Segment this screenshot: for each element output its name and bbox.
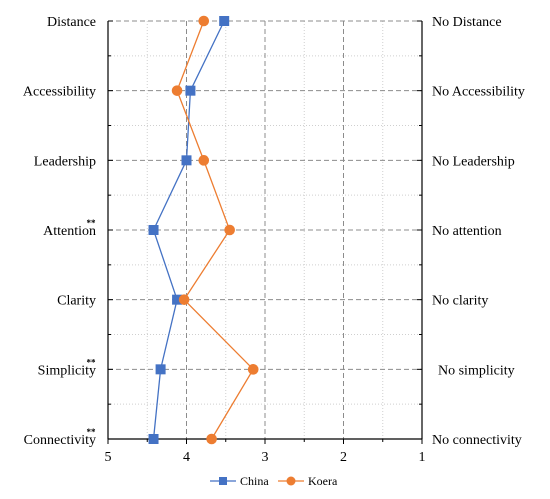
right-label-4: No clarity bbox=[432, 294, 488, 309]
x-tick-labels: 5 4 3 2 1 bbox=[105, 450, 426, 465]
series-group bbox=[148, 15, 259, 445]
left-label-simplicity: Simplicity bbox=[38, 363, 96, 378]
left-label-clarity: Clarity bbox=[57, 294, 96, 309]
significance-mark: ** bbox=[87, 218, 97, 228]
significance-mark: ** bbox=[87, 427, 97, 437]
right-category-labels: No Distance No Accessibility No Leadership… bbox=[432, 15, 525, 448]
point-koera bbox=[247, 364, 259, 375]
left-label-leadership: Leadership bbox=[34, 154, 96, 169]
left-label-connectivity: Connectivity bbox=[24, 433, 96, 448]
right-label-1: No Accessibility bbox=[432, 85, 525, 100]
left-label-accessibility: Accessibility bbox=[23, 85, 96, 100]
point-china bbox=[172, 294, 183, 305]
right-label-3: No attention bbox=[432, 224, 502, 239]
point-china bbox=[219, 16, 230, 26]
right-label-6: No connectivity bbox=[432, 433, 522, 448]
point-koera bbox=[198, 155, 210, 166]
point-china bbox=[185, 85, 196, 96]
point-koera bbox=[206, 433, 217, 445]
point-china bbox=[181, 155, 192, 166]
point-koera bbox=[178, 294, 190, 305]
point-koera bbox=[171, 85, 183, 96]
point-koera bbox=[224, 224, 235, 236]
x-tick-label: 5 bbox=[105, 450, 112, 465]
left-category-labels: Distance Accessibility Leadership Attention… bbox=[23, 15, 96, 448]
point-china bbox=[155, 364, 166, 375]
legend-label-china: China bbox=[240, 474, 269, 488]
legend-marker-koera bbox=[286, 476, 296, 486]
significance-mark: ** bbox=[87, 357, 97, 367]
legend-label-koera: Koera bbox=[308, 474, 338, 488]
axes bbox=[107, 20, 423, 444]
right-label-2: No Leadership bbox=[432, 154, 515, 169]
right-label-5: No simplicity bbox=[438, 363, 515, 378]
left-label-attention: Attention bbox=[43, 224, 96, 239]
x-tick-label: 2 bbox=[340, 450, 347, 465]
x-tick-label: 1 bbox=[419, 450, 426, 465]
legend-marker-china bbox=[219, 477, 227, 485]
point-koera bbox=[198, 15, 210, 27]
x-tick-label: 3 bbox=[262, 450, 269, 465]
x-tick-label: 4 bbox=[183, 450, 190, 465]
legend: China Koera bbox=[210, 474, 338, 488]
left-label-distance: Distance bbox=[47, 15, 96, 30]
point-china bbox=[148, 434, 159, 444]
right-label-0: No Distance bbox=[432, 15, 502, 30]
point-china bbox=[148, 225, 159, 235]
